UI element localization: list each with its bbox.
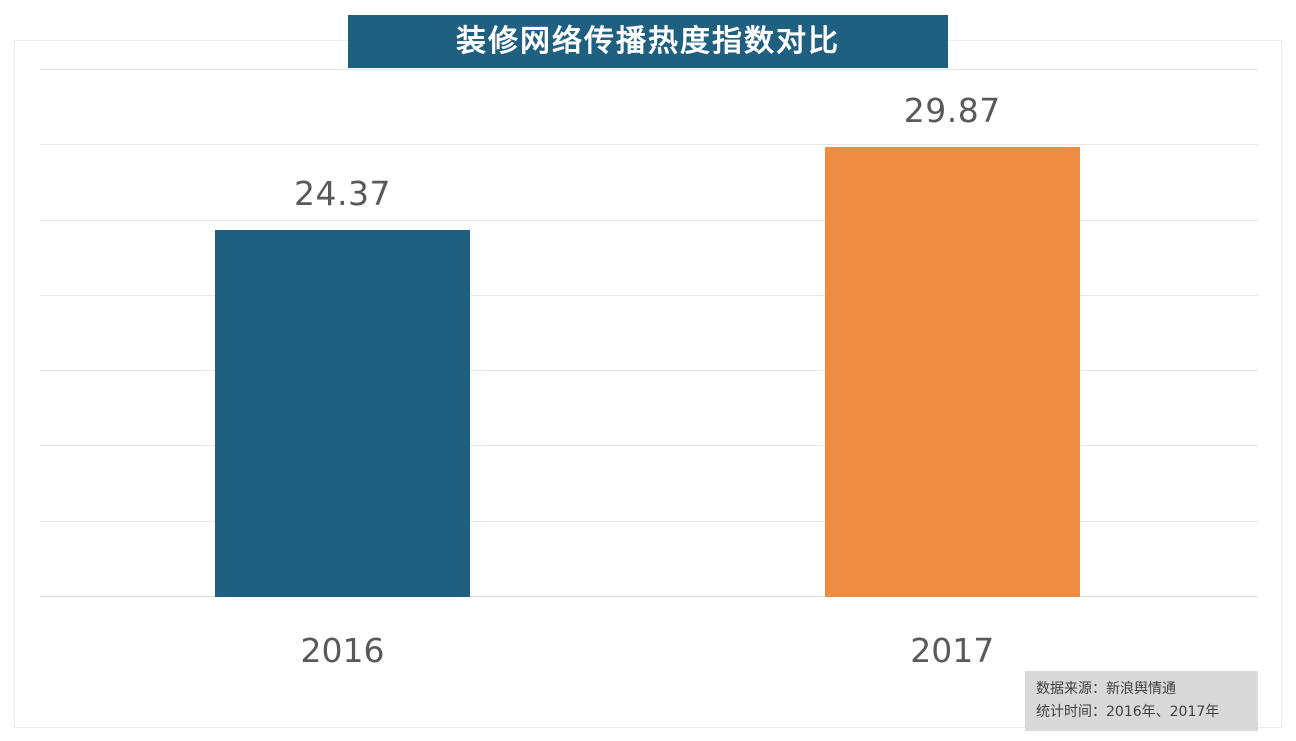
bar-2016 — [215, 230, 470, 597]
category-label-2016: 2016 — [300, 631, 385, 670]
value-label-2016: 24.37 — [293, 174, 391, 214]
bar-2017 — [824, 147, 1080, 597]
gridline — [40, 294, 1258, 296]
gridline — [40, 445, 1258, 447]
gridline — [40, 370, 1258, 372]
bar-group-2017: 29.87 2017 — [824, 70, 1080, 670]
source-note: 数据来源：新浪舆情通 统计时间：2016年、2017年 — [1025, 670, 1258, 731]
gridline — [40, 69, 1258, 70]
category-label-2017: 2017 — [910, 631, 995, 670]
source-note-line2: 统计时间：2016年、2017年 — [1036, 703, 1220, 720]
chart-title: 装修网络传播热度指数对比 — [348, 15, 948, 68]
gridline — [40, 144, 1258, 146]
gridline — [40, 520, 1258, 522]
value-label-2017: 29.87 — [903, 91, 1001, 131]
chart-frame: 24.37 2016 29.87 2017 — [14, 40, 1282, 728]
plot-area: 24.37 2016 29.87 2017 — [40, 69, 1258, 670]
gridline — [40, 219, 1258, 221]
source-note-line1: 数据来源：新浪舆情通 — [1036, 680, 1176, 697]
bar-group-2016: 24.37 2016 — [215, 70, 470, 670]
x-axis-line — [40, 596, 1258, 597]
